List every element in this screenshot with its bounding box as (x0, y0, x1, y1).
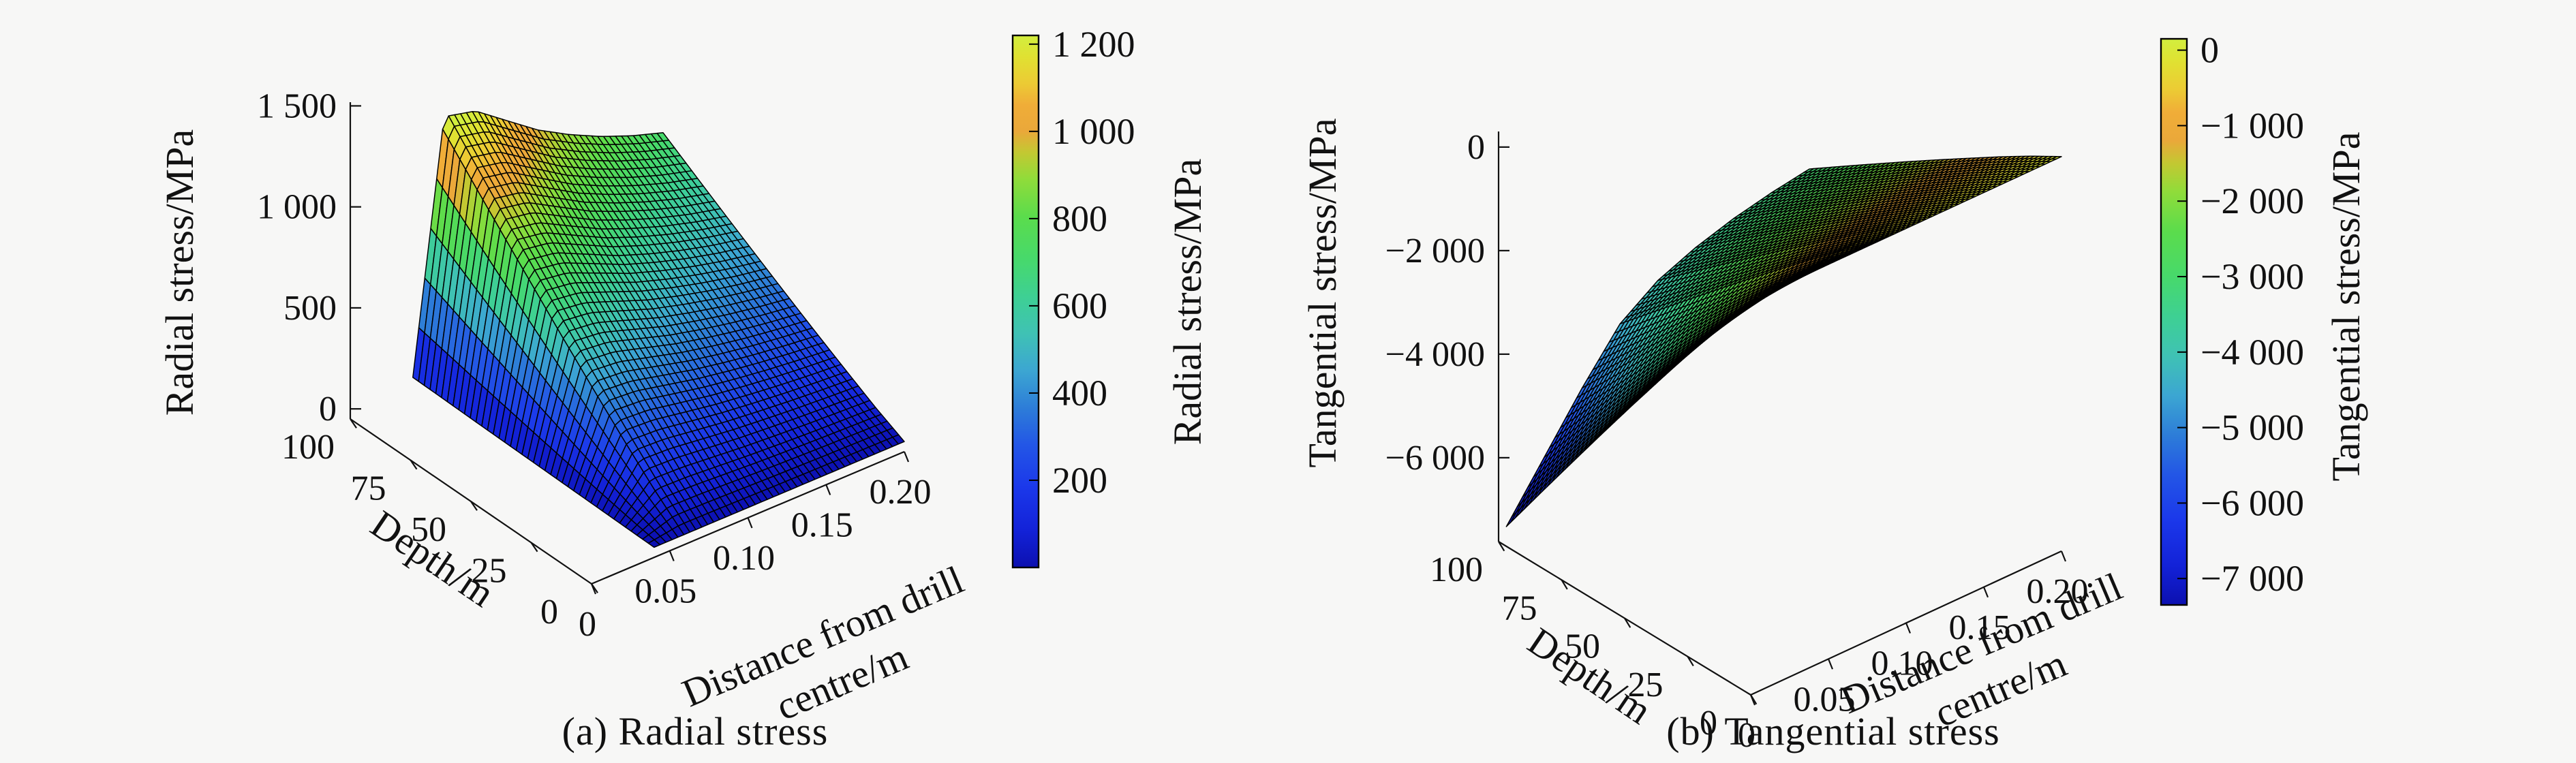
panel-tangential_stress: 0 −2 000 −4 000 −6 000 Tangential stress/MPa… (1300, 30, 2368, 755)
z-axis-label: Tangential stress/MPa (1300, 118, 1345, 467)
colorbar-label: Radial stress/MPa (1165, 159, 1210, 445)
colorbar-tick-label: −4 000 (2201, 332, 2304, 373)
colorbar-tick-label: 800 (1052, 198, 1107, 239)
depth-tick-label: 50 (411, 510, 446, 549)
distance-tick-label: 0.10 (1871, 644, 1933, 683)
surface-tangential_stress (1505, 155, 2062, 527)
colorbar-tick-label: 400 (1052, 373, 1107, 414)
distance-tick-label: 0.20 (870, 473, 932, 512)
colorbar-tick-label: −7 000 (2201, 558, 2304, 599)
colorbar-tick-label: 1 200 (1052, 24, 1135, 65)
z-tick-label: −4 000 (1385, 335, 1485, 374)
z-tick-label: −2 000 (1385, 232, 1485, 270)
colorbar-tick-label: −1 000 (2201, 105, 2304, 146)
distance-tick-label: 0.05 (634, 572, 696, 611)
z-axis: 0 −2 000 −4 000 −6 000 Tangential stress/MPa (1300, 118, 1509, 542)
panel-radial_stress: 0 500 1 000 1 500 Radial stress/MPa 100 75 50 25… (157, 24, 1210, 729)
z-tick-label: 1 000 (257, 188, 337, 227)
distance-tick-label: 0.05 (1794, 680, 1856, 719)
colorbar-tick-label: 1 000 (1052, 111, 1135, 152)
z-tick-label: 500 (283, 289, 337, 328)
depth-tick-label: 25 (472, 552, 507, 591)
colorbar-radial_stress: 1 200 1 000 800 600 400 200 Radial stress/MPa (1011, 24, 1210, 569)
caption-panel-b: (b) Tangential stress (1666, 709, 2000, 753)
surface-radial_stress (412, 110, 905, 548)
colorbar-tick-label: 0 (2201, 30, 2219, 71)
depth-tick-label: 100 (281, 428, 335, 467)
colorbar-tick-label: 200 (1052, 460, 1107, 501)
colorbar-tick-label: −2 000 (2201, 181, 2304, 221)
z-axis: 0 500 1 000 1 500 Radial stress/MPa (157, 87, 361, 429)
caption-panel-a: (a) Radial stress (562, 709, 829, 753)
colorbar-tangential_stress: 0 −1 000 −2 000 −3 000 −4 000 −5 000 −6 000 −7 … (2160, 30, 2368, 606)
depth-tick-label: 25 (1628, 666, 1663, 704)
depth-tick-label: 75 (1502, 589, 1537, 627)
distance-tick-label: 0 (579, 605, 596, 644)
z-tick-label: −6 000 (1385, 439, 1485, 478)
depth-tick-label: 0 (1700, 704, 1717, 743)
depth-tick-label: 0 (540, 593, 558, 632)
colorbar-tick-label: 600 (1052, 285, 1107, 326)
distance-tick-label: 0.20 (2027, 572, 2089, 611)
z-tick-label: 0 (1467, 128, 1485, 167)
colorbar-tick-label: −6 000 (2201, 482, 2304, 523)
colorbar-tick-label: −5 000 (2201, 407, 2304, 448)
distance-tick-label: 0.15 (1949, 608, 2011, 647)
distance-tick-label: 0.10 (713, 539, 775, 578)
colorbar-tick-label: −3 000 (2201, 256, 2304, 297)
distance-tick-label: 0 (1738, 716, 1755, 755)
z-tick-label: 0 (319, 390, 337, 429)
z-axis-label: Radial stress/MPa (157, 129, 202, 416)
depth-tick-label: 100 (1430, 550, 1483, 589)
z-tick-label: 1 500 (257, 87, 337, 125)
depth-tick-label: 50 (1565, 627, 1600, 666)
depth-tick-label: 75 (351, 469, 386, 508)
distance-tick-label: 0.15 (791, 506, 853, 545)
colorbar-label: Tangential stress/MPa (2324, 131, 2368, 481)
